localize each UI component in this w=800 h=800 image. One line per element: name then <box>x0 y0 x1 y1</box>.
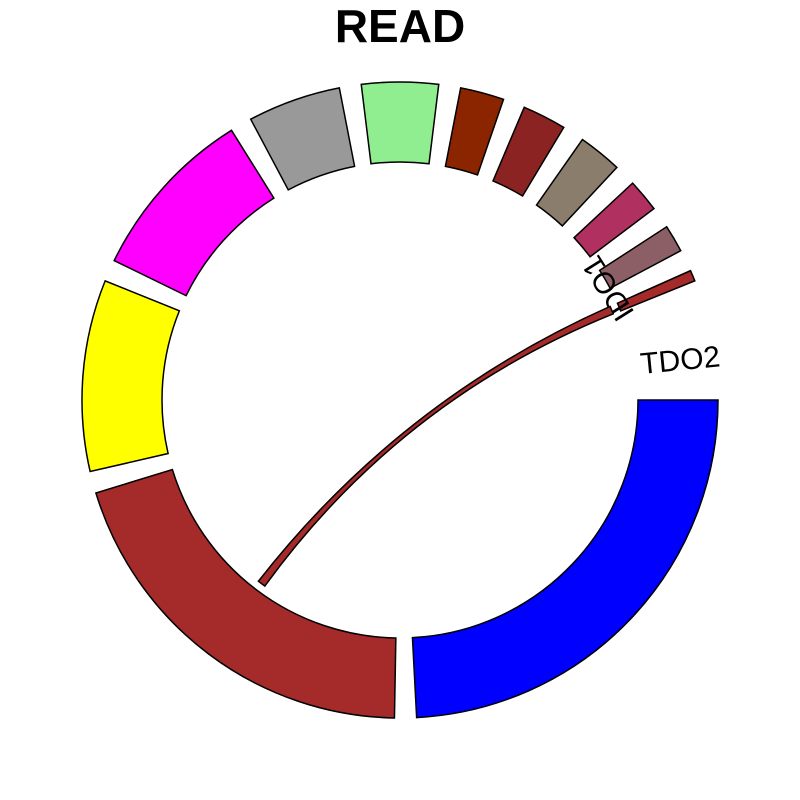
sector <box>81 279 181 473</box>
sector <box>535 138 618 227</box>
sector <box>249 86 356 191</box>
sector <box>492 106 565 198</box>
sector <box>360 81 440 165</box>
sector <box>444 86 505 176</box>
sector <box>616 269 696 312</box>
sector <box>94 468 397 719</box>
sector <box>113 129 275 297</box>
chord-link <box>257 305 615 588</box>
sector-label: TDO2 <box>639 340 722 381</box>
chart-title: READ <box>335 0 465 52</box>
sector <box>573 182 656 258</box>
sector <box>411 399 719 719</box>
sector <box>598 225 682 290</box>
